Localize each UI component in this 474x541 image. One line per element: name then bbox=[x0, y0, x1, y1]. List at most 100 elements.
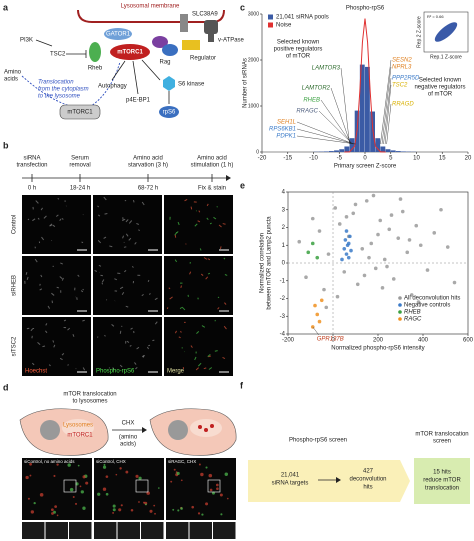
point bbox=[349, 248, 353, 253]
puncta bbox=[211, 491, 215, 495]
noise-line bbox=[344, 18, 386, 153]
panel-d: mTOR translocation to lysosomes Lysosome… bbox=[19, 392, 237, 456]
label: to the lysosome bbox=[38, 94, 81, 100]
puncta bbox=[208, 473, 213, 478]
cell-texture bbox=[103, 236, 107, 239]
puncta bbox=[198, 463, 201, 466]
label: hits bbox=[363, 485, 372, 491]
label: mTORC1 bbox=[67, 433, 93, 439]
hist-bar bbox=[339, 149, 345, 152]
point bbox=[416, 300, 421, 304]
point bbox=[351, 211, 356, 216]
annotation: negative regulators bbox=[414, 85, 465, 91]
x-tick-label: -200 bbox=[282, 338, 295, 344]
x-tick-label: 0 bbox=[363, 156, 367, 162]
cell-texture bbox=[214, 350, 218, 352]
puncta bbox=[226, 497, 229, 500]
puncta bbox=[215, 483, 219, 487]
step-label: stimulation (1 h) bbox=[191, 163, 234, 169]
label: Rag bbox=[159, 60, 170, 66]
row-label: siRHEB bbox=[12, 275, 18, 296]
point bbox=[344, 252, 349, 256]
label: mTORC1 bbox=[117, 50, 143, 56]
y-tick-label: -1 bbox=[280, 278, 286, 284]
cell-texture bbox=[136, 346, 140, 350]
gene-label: SESN2 bbox=[392, 58, 412, 64]
cell-texture bbox=[190, 345, 193, 348]
cell-texture bbox=[61, 277, 64, 281]
point bbox=[387, 227, 392, 232]
inset-image bbox=[189, 522, 212, 539]
cell-texture bbox=[43, 215, 47, 219]
puncta bbox=[77, 464, 80, 467]
point bbox=[364, 199, 369, 203]
puncta bbox=[67, 463, 71, 467]
point bbox=[385, 264, 389, 269]
gene-label: NPRL3 bbox=[392, 65, 412, 71]
cell-texture bbox=[190, 206, 193, 210]
cell-texture bbox=[121, 291, 125, 296]
point bbox=[367, 255, 371, 260]
inset-image bbox=[69, 522, 92, 539]
gene-label: RHEB bbox=[303, 98, 320, 104]
cell-texture bbox=[37, 342, 41, 346]
puncta bbox=[80, 490, 84, 494]
label: mTORC1 bbox=[67, 110, 93, 116]
cell-texture bbox=[45, 323, 48, 326]
cell-texture bbox=[134, 242, 137, 245]
puncta bbox=[191, 505, 195, 509]
pointer bbox=[330, 87, 351, 145]
label: (amino bbox=[119, 435, 138, 441]
step-label: Amino acid bbox=[197, 156, 227, 162]
step-label: starvation (3 h) bbox=[128, 163, 168, 169]
cell-texture bbox=[138, 229, 140, 232]
cell-texture bbox=[27, 218, 30, 221]
puncta bbox=[29, 474, 32, 477]
x-tick-label: -5 bbox=[337, 156, 343, 162]
label: TSC2 bbox=[50, 52, 66, 58]
point bbox=[310, 241, 315, 246]
cell-texture bbox=[131, 265, 134, 268]
cell-texture bbox=[218, 224, 222, 228]
regulator bbox=[182, 40, 200, 50]
puncta bbox=[118, 508, 122, 512]
inset-x-label: Rep.1 Z-score bbox=[430, 54, 462, 60]
y-tick-label: 1 bbox=[282, 243, 286, 249]
chart-title: Phospho-rpS6 bbox=[346, 6, 385, 12]
channel-label: Phospho-rpS6 bbox=[96, 369, 135, 375]
cell-texture bbox=[135, 367, 138, 370]
image-label: siControl, no amino acids bbox=[24, 459, 75, 464]
rps6 bbox=[159, 106, 179, 118]
cell-texture bbox=[223, 257, 226, 260]
puncta bbox=[33, 501, 36, 505]
cell-texture bbox=[80, 290, 84, 293]
cell-texture bbox=[201, 325, 206, 328]
point bbox=[362, 273, 367, 278]
hist-bar bbox=[365, 66, 370, 152]
mtorc1-cyto bbox=[59, 104, 101, 120]
hist-bar bbox=[334, 150, 339, 152]
puncta bbox=[216, 487, 219, 491]
cell-texture bbox=[207, 258, 211, 261]
legend-label: Noise bbox=[276, 23, 292, 29]
x-tick-label: -10 bbox=[309, 156, 318, 162]
cell-texture bbox=[180, 285, 182, 288]
legend-marker bbox=[398, 317, 402, 321]
cell-texture bbox=[59, 357, 63, 361]
inset-image bbox=[22, 522, 45, 539]
point bbox=[407, 238, 412, 242]
legend-label: RAGC bbox=[404, 317, 422, 323]
cell-texture bbox=[217, 296, 220, 299]
puncta bbox=[105, 475, 109, 478]
puncta bbox=[102, 487, 107, 491]
point bbox=[409, 293, 414, 297]
cell-texture bbox=[31, 362, 35, 366]
hist-bar bbox=[385, 149, 391, 152]
cell-texture bbox=[134, 362, 137, 365]
panel-letter: a bbox=[3, 2, 9, 12]
puncta bbox=[39, 493, 44, 497]
point bbox=[326, 252, 331, 256]
cell-texture bbox=[103, 196, 107, 201]
cell-texture bbox=[50, 224, 52, 227]
cell-texture bbox=[26, 327, 30, 330]
